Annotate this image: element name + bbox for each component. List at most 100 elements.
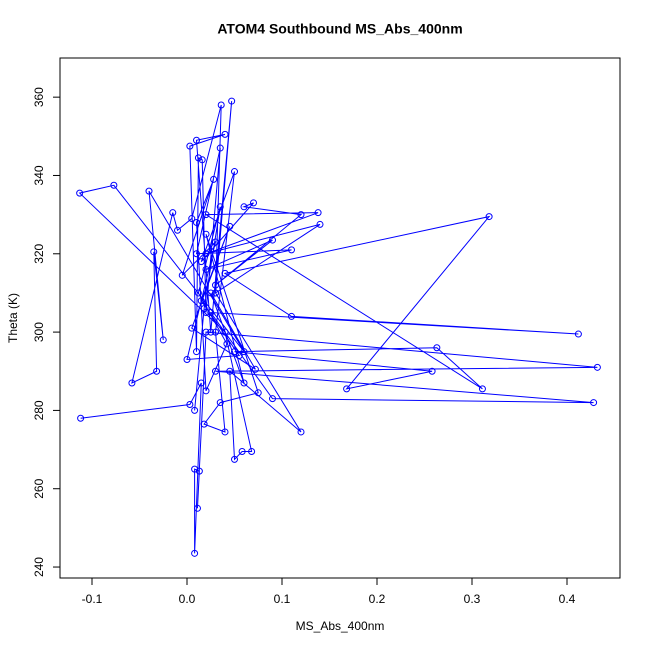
- data-point: [202, 309, 210, 317]
- x-tick-label: 0.4: [559, 592, 576, 606]
- data-point: [77, 414, 85, 422]
- data-point: [231, 348, 239, 356]
- data-point: [212, 281, 220, 289]
- data-point: [150, 248, 158, 256]
- data-point: [207, 289, 215, 297]
- data-point: [223, 340, 231, 348]
- data-point: [200, 305, 208, 313]
- data-point: [254, 389, 262, 397]
- data-point: [221, 130, 229, 138]
- data-point: [110, 181, 118, 189]
- data-point: [240, 379, 248, 387]
- data-point: [207, 328, 215, 336]
- data-point: [145, 187, 153, 195]
- x-tick-label: 0.0: [179, 592, 196, 606]
- data-point: [217, 101, 225, 109]
- data-point: [202, 250, 210, 258]
- data-point: [269, 395, 277, 403]
- data-point: [194, 154, 202, 162]
- data-point: [343, 385, 351, 393]
- data-point: [221, 269, 229, 277]
- y-tick-label: 280: [32, 400, 46, 420]
- y-tick-label: 320: [32, 243, 46, 263]
- x-tick-label: 0.1: [274, 592, 291, 606]
- data-point: [297, 428, 305, 436]
- x-axis-label: MS_Abs_400nm: [296, 619, 385, 633]
- data-point: [202, 211, 210, 219]
- data-point: [216, 203, 224, 211]
- data-point: [193, 136, 201, 144]
- data-point: [197, 379, 205, 387]
- data-point: [221, 328, 229, 336]
- chart-title: ATOM4 Southbound MS_Abs_400nm: [217, 21, 462, 37]
- data-point: [202, 265, 210, 273]
- x-tick-label: 0.3: [464, 592, 481, 606]
- data-point: [251, 365, 259, 373]
- data-point: [269, 236, 277, 244]
- y-tick-label: 340: [32, 165, 46, 185]
- data-point: [297, 211, 305, 219]
- data-point: [590, 399, 598, 407]
- data-point: [250, 199, 258, 207]
- data-point: [212, 289, 220, 297]
- data-point: [194, 289, 202, 297]
- y-tick-label: 240: [32, 557, 46, 577]
- data-point: [226, 222, 234, 230]
- data-point: [212, 328, 220, 336]
- data-point: [202, 387, 210, 395]
- data-point: [212, 367, 220, 375]
- data-point: [197, 258, 205, 266]
- y-tick-label: 300: [32, 322, 46, 342]
- data-point: [238, 448, 246, 456]
- data-point: [191, 549, 199, 557]
- data-point: [191, 406, 199, 414]
- data-point: [197, 297, 205, 305]
- data-point: [231, 168, 239, 176]
- data-point: [193, 218, 201, 226]
- data-point: [128, 379, 136, 387]
- data-point: [288, 312, 296, 320]
- data-point: [240, 203, 248, 211]
- data-point: [195, 467, 203, 475]
- data-point: [478, 385, 486, 393]
- data-point: [235, 352, 243, 360]
- data-point: [183, 356, 191, 364]
- x-tick-label: 0.2: [369, 592, 386, 606]
- y-tick-label: 360: [32, 87, 46, 107]
- data-point: [228, 97, 236, 105]
- data-point: [159, 336, 167, 344]
- data-point: [188, 215, 196, 223]
- data-point: [240, 348, 248, 356]
- data-point: [248, 448, 256, 456]
- data-point: [193, 250, 201, 258]
- data-point: [202, 230, 210, 238]
- data-point: [202, 328, 210, 336]
- data-point: [193, 504, 201, 512]
- data-point: [574, 330, 582, 338]
- y-axis-label: Theta (K): [6, 293, 20, 343]
- data-point: [428, 367, 436, 375]
- data-point: [153, 367, 161, 375]
- data-point: [193, 348, 201, 356]
- data-point: [169, 209, 177, 217]
- data-point: [231, 455, 239, 463]
- data-point: [191, 465, 199, 473]
- data-line: [78, 101, 598, 554]
- data-point: [200, 420, 208, 428]
- data-point: [226, 367, 234, 375]
- data-point: [186, 142, 194, 150]
- data-point: [216, 399, 224, 407]
- data-point: [76, 189, 84, 197]
- data-point: [188, 324, 196, 332]
- data-point: [212, 238, 220, 246]
- data-point: [288, 246, 296, 254]
- data-point: [216, 144, 224, 152]
- data-point: [207, 309, 215, 317]
- y-tick-label: 260: [32, 478, 46, 498]
- data-point: [178, 271, 186, 279]
- data-point: [221, 428, 229, 436]
- data-point: [186, 401, 194, 409]
- data-point: [485, 213, 493, 221]
